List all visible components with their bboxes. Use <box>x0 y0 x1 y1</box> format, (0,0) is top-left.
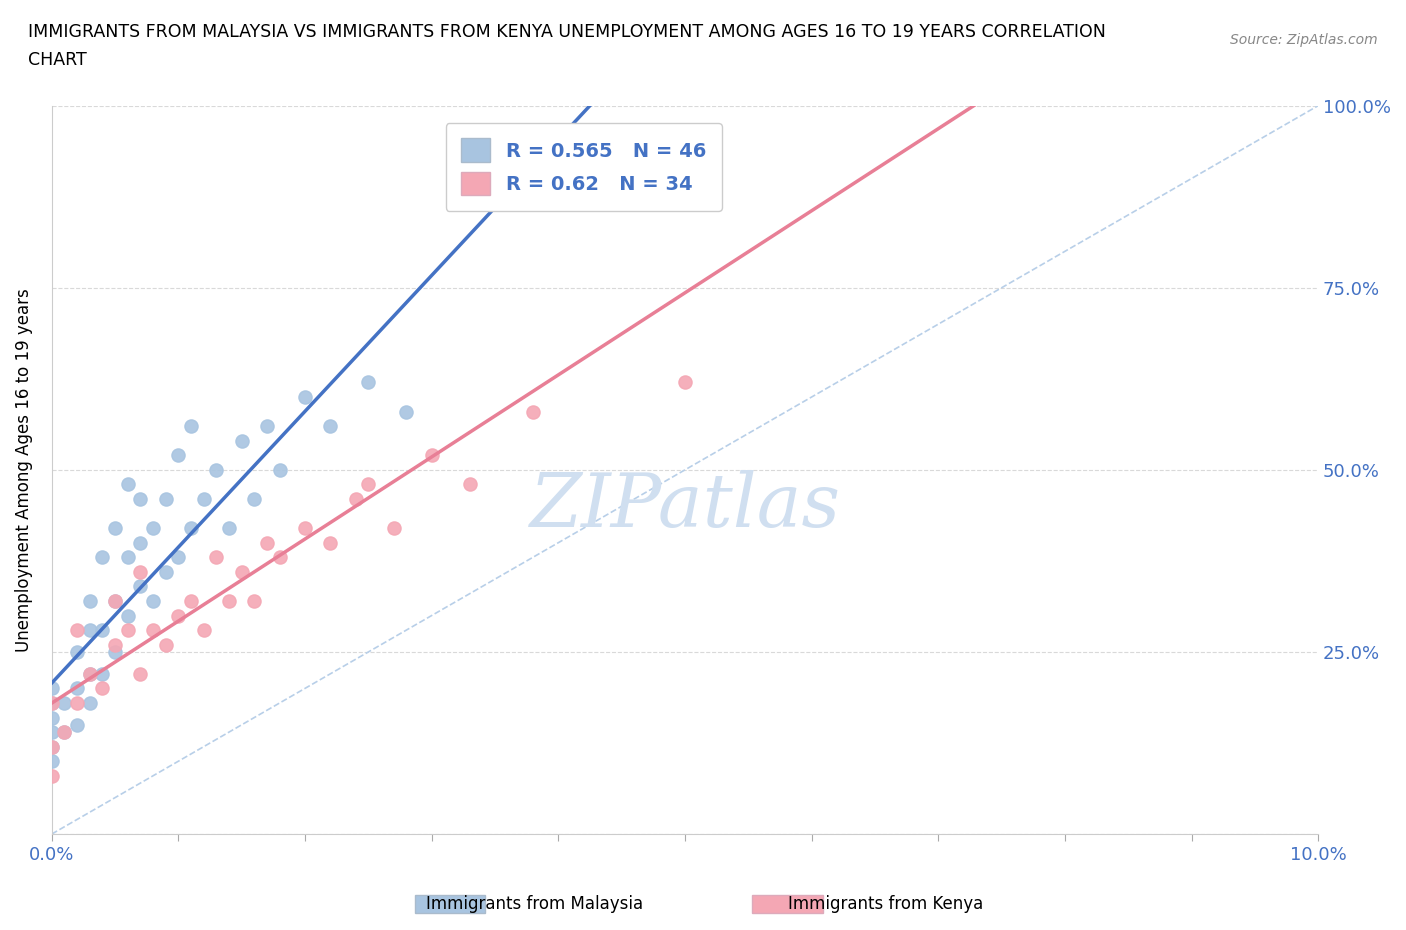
Point <box>167 448 190 463</box>
Point <box>53 724 76 739</box>
Point <box>53 696 76 711</box>
Point <box>344 492 367 507</box>
Text: IMMIGRANTS FROM MALAYSIA VS IMMIGRANTS FROM KENYA UNEMPLOYMENT AMONG AGES 16 TO : IMMIGRANTS FROM MALAYSIA VS IMMIGRANTS F… <box>28 23 1107 41</box>
Point <box>155 565 177 579</box>
Point <box>180 418 202 433</box>
Point <box>572 186 595 201</box>
Point <box>41 724 63 739</box>
Point <box>79 667 101 682</box>
Point <box>167 550 190 565</box>
Point <box>256 418 278 433</box>
Point <box>193 492 215 507</box>
Point <box>91 623 114 638</box>
Point <box>53 724 76 739</box>
Point <box>41 754 63 769</box>
Point <box>66 696 89 711</box>
Point <box>231 433 253 448</box>
Point <box>91 550 114 565</box>
Point <box>673 375 696 390</box>
Point <box>142 593 165 608</box>
Point <box>218 521 240 536</box>
Point <box>41 711 63 725</box>
Point <box>142 623 165 638</box>
Point <box>41 696 63 711</box>
Point <box>269 462 291 477</box>
Point <box>142 521 165 536</box>
Point <box>269 550 291 565</box>
Point <box>357 477 380 492</box>
Point <box>129 579 152 594</box>
Point <box>104 593 127 608</box>
Point <box>522 405 544 419</box>
Point <box>41 696 63 711</box>
Point <box>319 536 342 551</box>
Point <box>41 739 63 754</box>
Point <box>66 681 89 696</box>
Text: Immigrants from Kenya: Immigrants from Kenya <box>789 895 983 913</box>
Point <box>129 565 152 579</box>
Point <box>91 681 114 696</box>
Point <box>458 477 481 492</box>
Point <box>104 521 127 536</box>
Point <box>41 739 63 754</box>
Point <box>104 644 127 659</box>
Point <box>79 623 101 638</box>
Point <box>66 717 89 732</box>
Point <box>243 492 266 507</box>
Point <box>129 536 152 551</box>
Point <box>167 608 190 623</box>
Point <box>256 536 278 551</box>
Y-axis label: Unemployment Among Ages 16 to 19 years: Unemployment Among Ages 16 to 19 years <box>15 288 32 652</box>
Point <box>79 667 101 682</box>
Point <box>155 492 177 507</box>
Point <box>91 667 114 682</box>
Point <box>294 390 316 405</box>
Text: Source: ZipAtlas.com: Source: ZipAtlas.com <box>1230 33 1378 46</box>
Point <box>420 448 443 463</box>
Point <box>41 768 63 783</box>
Point <box>319 418 342 433</box>
Point <box>205 550 228 565</box>
Point <box>79 593 101 608</box>
Point <box>193 623 215 638</box>
Point <box>66 644 89 659</box>
Point <box>117 623 139 638</box>
Point <box>218 593 240 608</box>
Point <box>382 521 405 536</box>
Point <box>180 593 202 608</box>
Text: ZIPatlas: ZIPatlas <box>530 470 841 542</box>
Point <box>205 462 228 477</box>
Point <box>117 550 139 565</box>
Point <box>104 637 127 652</box>
Point <box>243 593 266 608</box>
Point <box>357 375 380 390</box>
Point <box>117 608 139 623</box>
Point <box>155 637 177 652</box>
Point <box>104 593 127 608</box>
Point <box>129 492 152 507</box>
Point <box>294 521 316 536</box>
Point <box>66 623 89 638</box>
Text: CHART: CHART <box>28 51 87 69</box>
Point <box>117 477 139 492</box>
Point <box>180 521 202 536</box>
Text: Immigrants from Malaysia: Immigrants from Malaysia <box>426 895 643 913</box>
Legend: R = 0.565   N = 46, R = 0.62   N = 34: R = 0.565 N = 46, R = 0.62 N = 34 <box>446 123 721 211</box>
Point <box>395 405 418 419</box>
Point <box>231 565 253 579</box>
Point <box>129 667 152 682</box>
Point <box>79 696 101 711</box>
Point <box>41 681 63 696</box>
